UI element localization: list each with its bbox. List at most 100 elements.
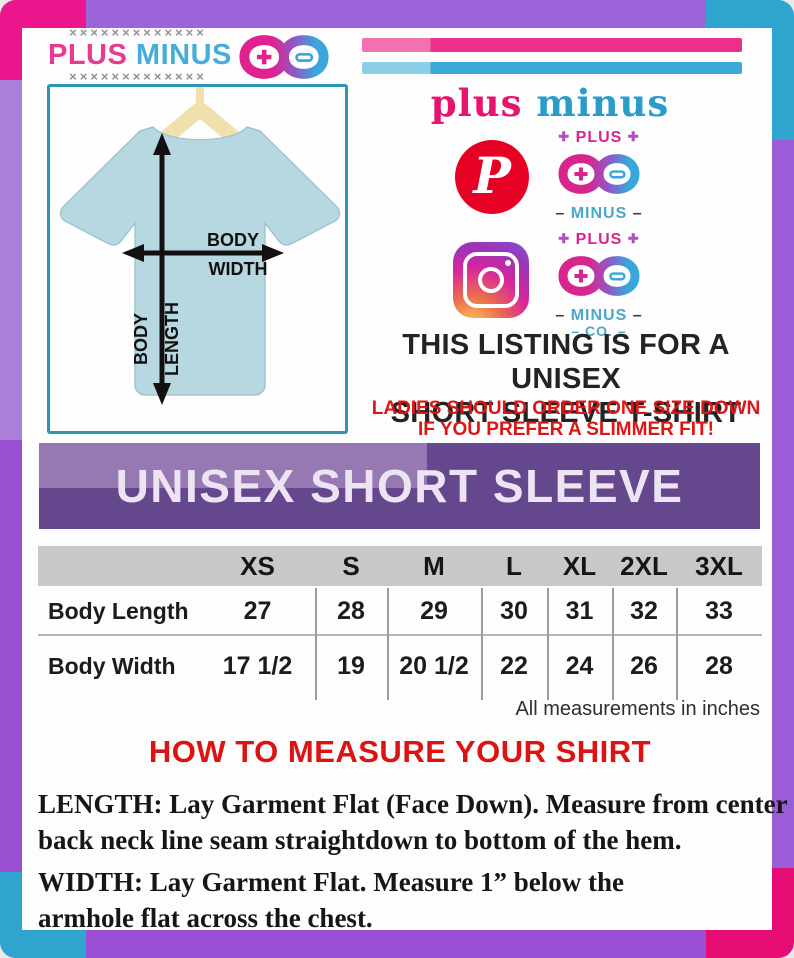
pinterest-icon: P — [455, 140, 529, 214]
width-instructions: WIDTH: Lay Garment Flat. Measure 1” belo… — [38, 864, 778, 936]
size-column-header: S — [342, 550, 360, 581]
badge-minus-label: MINUS — [570, 307, 628, 324]
cell: 26 — [630, 651, 658, 680]
frame-bottom-border — [0, 930, 794, 958]
plus-cross-icon: ✚ — [627, 129, 640, 144]
column-divider — [676, 588, 678, 700]
plus-cross-icon: ✚ — [558, 231, 571, 246]
minus-dash-icon: – — [555, 307, 566, 324]
size-column-header: XL — [562, 550, 597, 581]
badge-plus-label: PLUS — [575, 231, 623, 248]
minus-dash-icon: – — [571, 323, 581, 339]
width-text: Lay Garment Flat. Measure 1” below the — [143, 867, 624, 897]
size-column-header: 2XL — [620, 550, 668, 581]
cell: 29 — [420, 596, 448, 625]
listing-line: THIS LISTING IS FOR A UNISEX — [402, 329, 730, 395]
length-text: Lay Garment Flat (Face Down). Measure fr… — [162, 789, 788, 819]
minus-dash-icon: – — [632, 205, 643, 222]
row-label: Body Length — [48, 597, 189, 624]
banner-title: UNISEX SHORT SLEEVE — [115, 460, 684, 512]
frame-left-border — [0, 0, 22, 958]
pinterest-letter: P — [473, 146, 511, 205]
infinity-logo-icon — [558, 154, 640, 194]
cell: 28 — [705, 651, 733, 680]
width-label: WIDTH: — [38, 867, 144, 897]
body-width-label: WIDTH — [209, 259, 268, 279]
plus-cross-icon: ✚ — [558, 129, 571, 144]
plus-minus-badge: ✚ PLUS ✚ – MINUS – — [534, 128, 664, 222]
section-banner: UNISEX SHORT SLEEVE — [39, 443, 760, 529]
row-label: Body Width — [48, 652, 176, 679]
minus-dash-icon: – — [617, 323, 627, 339]
cell: 22 — [500, 651, 528, 680]
stitch-row: ××××××××××××× — [69, 69, 207, 84]
width-text: armhole flat across the chest. — [38, 903, 373, 933]
listing-line: SHORT SLEEVE T-SHIRT — [390, 397, 742, 429]
brand-lockup: ××××××××××××× PLUS MINUS ××××××××××××× — [48, 25, 231, 84]
column-divider — [387, 588, 389, 700]
plus-cross-icon: ✚ — [627, 231, 640, 246]
script-plus-text: plus — [430, 81, 523, 125]
body-length-label: BODY — [131, 313, 151, 365]
cell: 33 — [705, 596, 733, 625]
hanger-hook-icon — [196, 87, 204, 113]
sizing-warning: LADIES SHOULD ORDER ONE SIZE DOWN IF YOU… — [356, 398, 776, 440]
warning-line: LADIES SHOULD ORDER ONE SIZE DOWN — [371, 398, 761, 419]
cell: 32 — [630, 596, 658, 625]
warning-line: IF YOU PREFER A SLIMMER FIT! — [418, 419, 714, 440]
brand-wordmark: PLUS MINUS — [48, 39, 231, 71]
body-width-label: BODY — [207, 230, 259, 250]
cell: 17 1/2 — [222, 651, 293, 680]
brand-minus-text: MINUS — [135, 39, 232, 71]
badge-plus-label: PLUS — [575, 129, 623, 146]
size-table: XS S M L XL 2XL 3XL Body Length 27 28 29… — [38, 546, 762, 726]
badge-co-label: CO. — [585, 323, 613, 339]
column-divider — [612, 588, 614, 700]
tshirt-shape — [59, 126, 341, 396]
plus-minus-co-badge: ✚ PLUS ✚ – MINUS – – CO. – — [534, 230, 664, 338]
stitch-row: ××××××××××××× — [69, 25, 207, 40]
cell: 30 — [500, 596, 528, 625]
size-column-header: 3XL — [695, 550, 743, 581]
measurements-note: All measurements in inches — [515, 698, 760, 720]
cell: 19 — [337, 651, 365, 680]
column-divider — [481, 588, 483, 700]
column-divider — [547, 588, 549, 700]
frame-top-border — [0, 0, 794, 28]
instagram-icon — [453, 242, 529, 318]
table-row-body-width: Body Width 17 1/2 19 20 1/2 22 24 26 28 — [38, 636, 762, 696]
minus-dash-icon: – — [555, 205, 566, 222]
column-divider — [315, 588, 317, 700]
size-table-header: XS S M L XL 2XL 3XL — [38, 546, 762, 586]
script-minus-text: minus — [536, 81, 670, 125]
shirt-diagram-box: BODY WIDTH BODY LENGTH — [47, 84, 348, 434]
cell: 24 — [565, 651, 594, 680]
frame-right-border — [772, 0, 794, 958]
size-column-header: L — [506, 550, 522, 581]
shirt-diagram: BODY WIDTH BODY LENGTH — [59, 87, 341, 405]
length-label: LENGTH: — [38, 789, 163, 819]
size-column-header: XS — [240, 550, 275, 581]
instagram-lens — [478, 267, 504, 293]
row-divider — [38, 634, 762, 636]
pink-divider-bar — [362, 38, 742, 52]
blue-divider-bar — [362, 62, 742, 74]
minus-dash-icon: – — [632, 307, 643, 324]
instagram-camera-frame — [463, 252, 519, 308]
script-wordmark: plus minus — [360, 84, 740, 122]
body-length-label: LENGTH — [162, 302, 182, 376]
brand-plus-text: PLUS — [48, 39, 128, 71]
size-column-header: M — [423, 550, 445, 581]
infinity-logo-icon — [239, 35, 329, 79]
how-to-measure-heading: HOW TO MEASURE YOUR SHIRT — [148, 734, 652, 769]
listing-statement: THIS LISTING IS FOR A UNISEX SHORT SLEEV… — [356, 328, 776, 430]
length-text: back neck line seam straightdown to bott… — [38, 825, 682, 855]
cell: 27 — [243, 596, 272, 625]
length-instructions: LENGTH: Lay Garment Flat (Face Down). Me… — [38, 786, 788, 858]
banner-highlight — [39, 443, 427, 488]
badge-minus-label: MINUS — [570, 205, 628, 222]
cell: 28 — [337, 596, 365, 625]
infinity-logo-icon — [558, 256, 640, 296]
cell: 31 — [565, 596, 594, 625]
